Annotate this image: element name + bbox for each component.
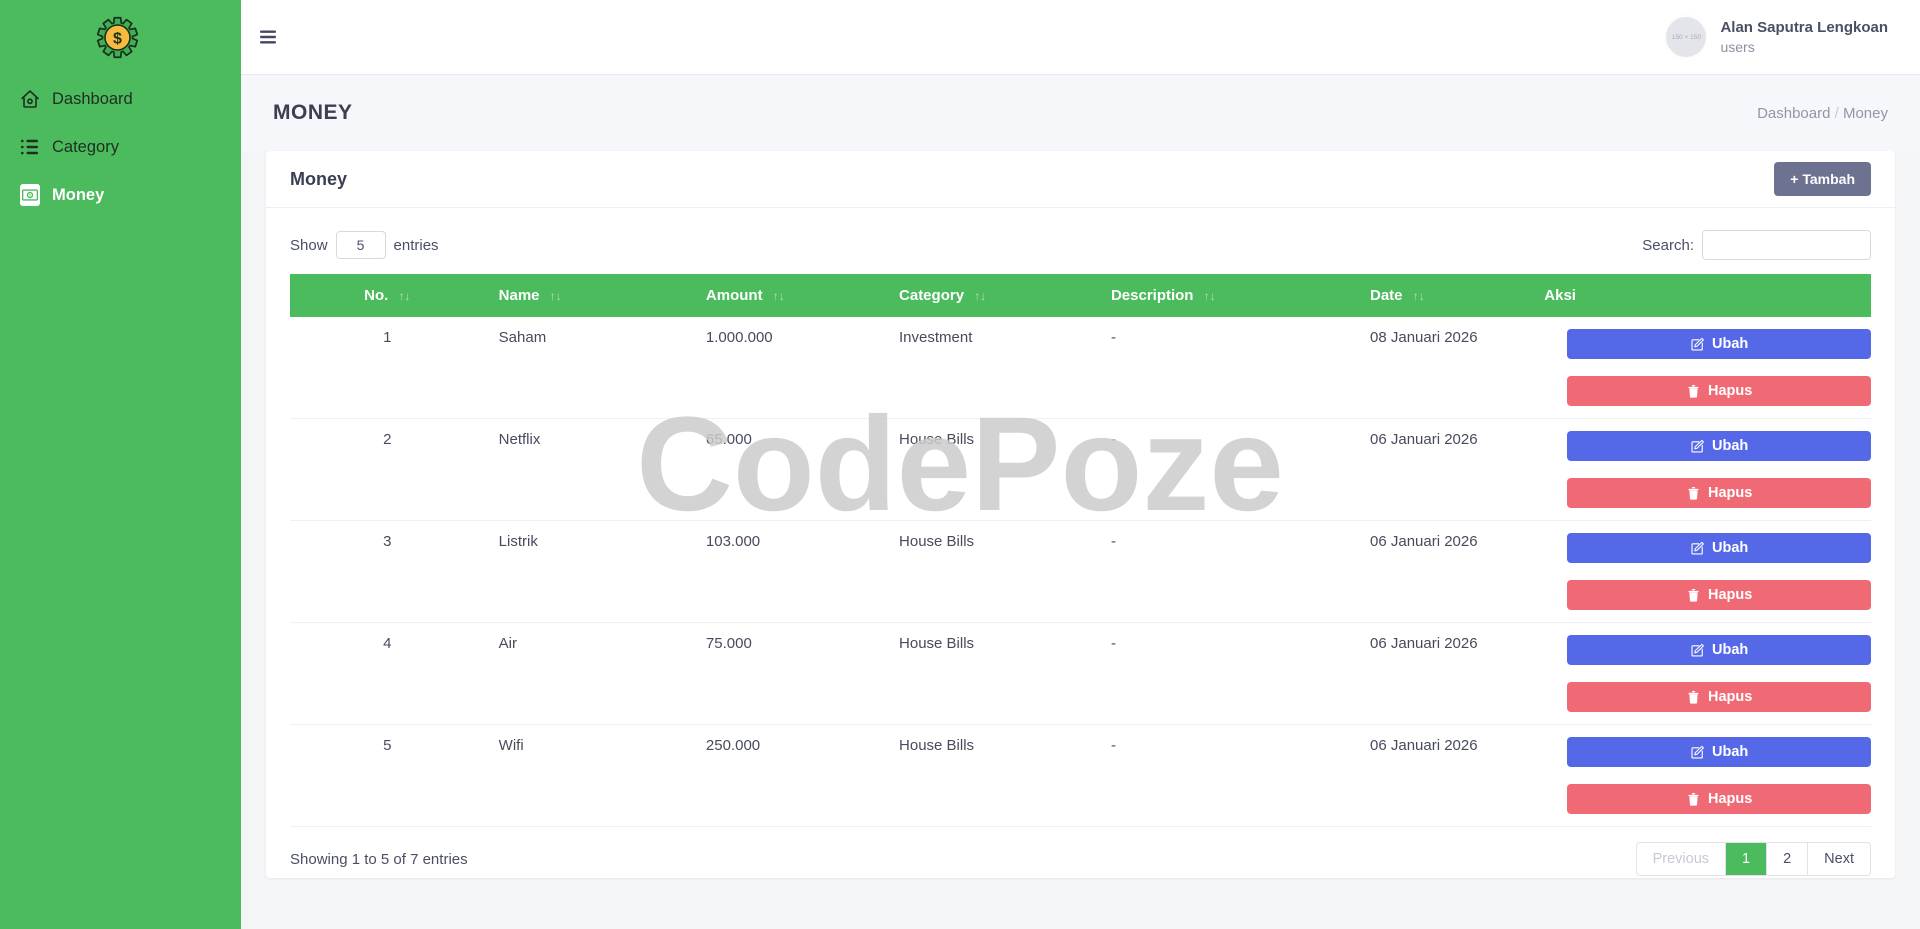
svg-text:$: $ [113,30,122,47]
